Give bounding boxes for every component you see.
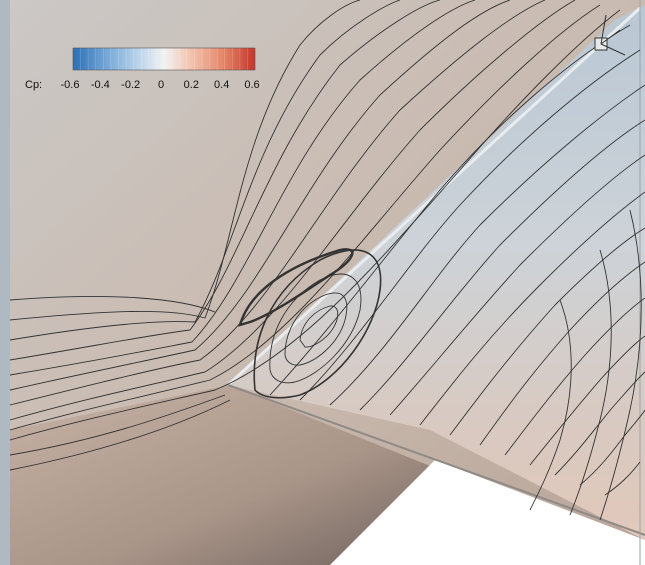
wing-surface xyxy=(228,5,645,540)
colorbar-legend: Cp: -0.6 -0.4 -0.2 0 0.2 0.4 0.6 xyxy=(25,47,260,91)
empty-region xyxy=(330,460,645,565)
wing-leading-edge xyxy=(226,6,642,387)
colorbar-tick-label: -0.4 xyxy=(91,79,110,91)
wing-trailing-edge xyxy=(227,384,645,536)
colorbar-tick-label: 0.6 xyxy=(244,79,259,91)
lower-body-surface xyxy=(10,385,440,565)
colorbar-tick-label: 0 xyxy=(158,79,164,91)
colorbar-tick-label: -0.6 xyxy=(61,79,80,91)
streamlines xyxy=(9,0,645,521)
colorbar-tick-label: 0.4 xyxy=(214,79,229,91)
colorbar-tick-labels: -0.6 -0.4 -0.2 0 0.2 0.4 0.6 xyxy=(61,79,260,91)
axis-triad xyxy=(594,14,626,56)
colorbar-divisions xyxy=(80,48,248,70)
colorbar-tick-label: -0.2 xyxy=(121,79,140,91)
colorbar-tick-label: 0.2 xyxy=(184,79,199,91)
colorbar-gradient xyxy=(72,47,256,71)
colorbar-variable-label: Cp: xyxy=(25,79,42,91)
left-strip xyxy=(0,0,10,565)
